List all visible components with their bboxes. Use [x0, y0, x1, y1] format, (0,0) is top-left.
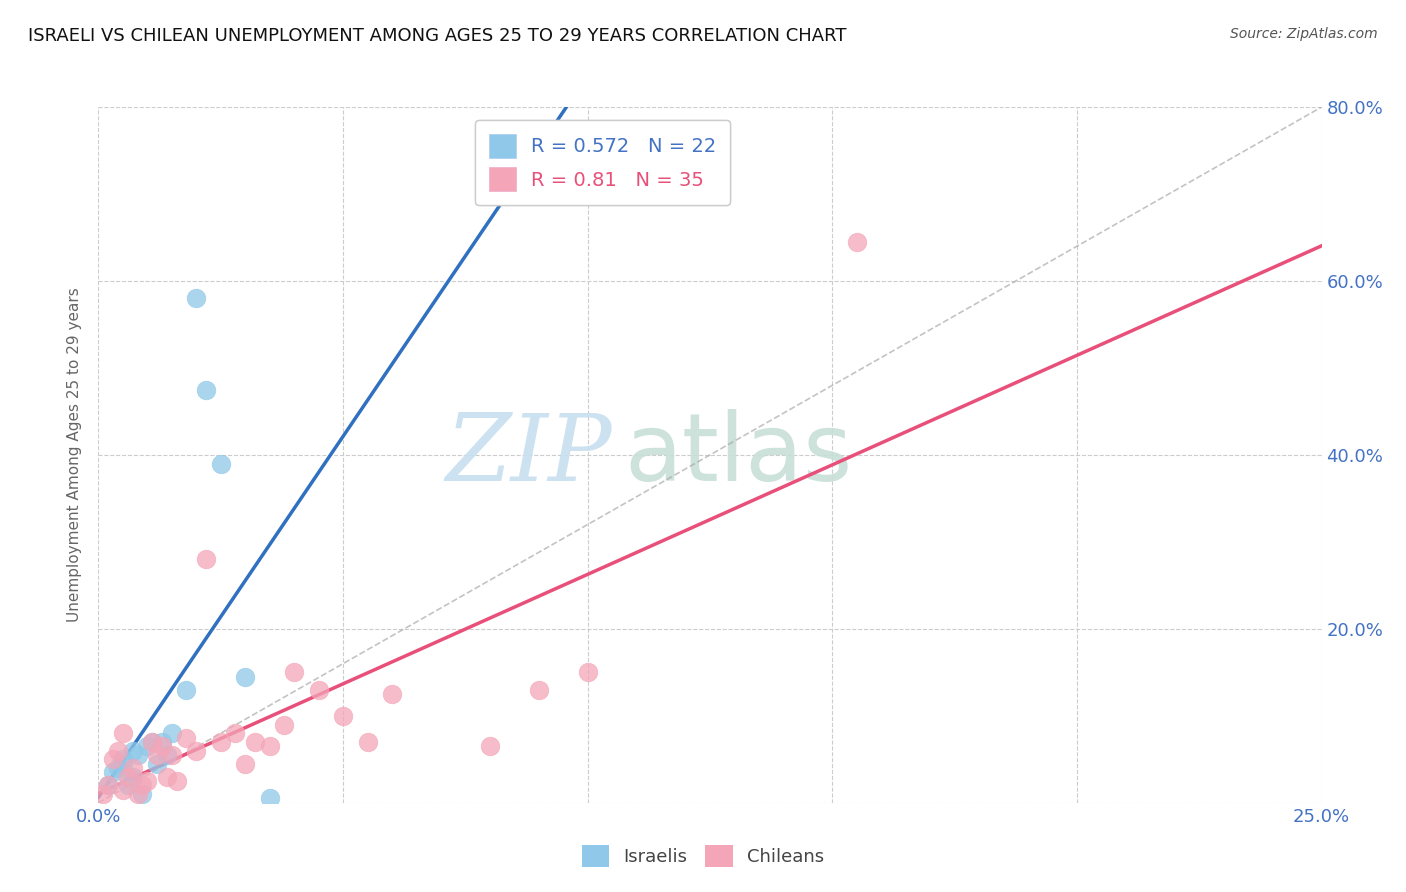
- Point: [195, 383, 218, 397]
- Point: [527, 682, 550, 697]
- Point: [176, 731, 198, 745]
- Point: [136, 774, 159, 789]
- Text: atlas: atlas: [624, 409, 852, 501]
- Legend: Israelis, Chileans: Israelis, Chileans: [575, 838, 831, 874]
- Point: [150, 739, 173, 754]
- Point: [845, 235, 868, 249]
- Point: [478, 739, 501, 754]
- Point: [576, 665, 599, 680]
- Point: [209, 457, 232, 471]
- Point: [195, 552, 218, 566]
- Point: [176, 682, 198, 697]
- Text: Source: ZipAtlas.com: Source: ZipAtlas.com: [1230, 27, 1378, 41]
- Point: [186, 744, 208, 758]
- Point: [150, 735, 173, 749]
- Point: [273, 717, 295, 731]
- Point: [101, 752, 124, 766]
- Point: [243, 735, 266, 749]
- Point: [356, 735, 378, 749]
- Point: [156, 747, 179, 762]
- Point: [107, 744, 129, 758]
- Point: [111, 782, 134, 797]
- Point: [111, 756, 134, 771]
- Y-axis label: Unemployment Among Ages 25 to 29 years: Unemployment Among Ages 25 to 29 years: [67, 287, 83, 623]
- Point: [91, 787, 114, 801]
- Point: [146, 747, 169, 762]
- Point: [107, 761, 129, 775]
- Point: [111, 752, 134, 766]
- Point: [131, 787, 153, 801]
- Point: [101, 765, 124, 780]
- Point: [97, 778, 120, 792]
- Point: [160, 747, 183, 762]
- Point: [117, 778, 139, 792]
- Point: [131, 778, 153, 792]
- Point: [97, 778, 120, 792]
- Point: [283, 665, 305, 680]
- Point: [186, 291, 208, 305]
- Point: [233, 756, 256, 771]
- Point: [127, 787, 149, 801]
- Point: [308, 682, 330, 697]
- Point: [381, 687, 404, 701]
- Point: [259, 791, 281, 805]
- Point: [209, 735, 232, 749]
- Point: [224, 726, 246, 740]
- Point: [121, 744, 143, 758]
- Point: [127, 747, 149, 762]
- Point: [156, 770, 179, 784]
- Point: [233, 670, 256, 684]
- Legend: R = 0.572   N = 22, R = 0.81   N = 35: R = 0.572 N = 22, R = 0.81 N = 35: [475, 120, 730, 204]
- Text: ZIP: ZIP: [446, 410, 612, 500]
- Point: [136, 739, 159, 754]
- Point: [117, 770, 139, 784]
- Point: [141, 735, 163, 749]
- Point: [332, 708, 354, 723]
- Point: [166, 774, 188, 789]
- Point: [111, 726, 134, 740]
- Point: [141, 735, 163, 749]
- Text: ISRAELI VS CHILEAN UNEMPLOYMENT AMONG AGES 25 TO 29 YEARS CORRELATION CHART: ISRAELI VS CHILEAN UNEMPLOYMENT AMONG AG…: [28, 27, 846, 45]
- Point: [146, 756, 169, 771]
- Point: [121, 770, 143, 784]
- Point: [160, 726, 183, 740]
- Point: [121, 761, 143, 775]
- Point: [259, 739, 281, 754]
